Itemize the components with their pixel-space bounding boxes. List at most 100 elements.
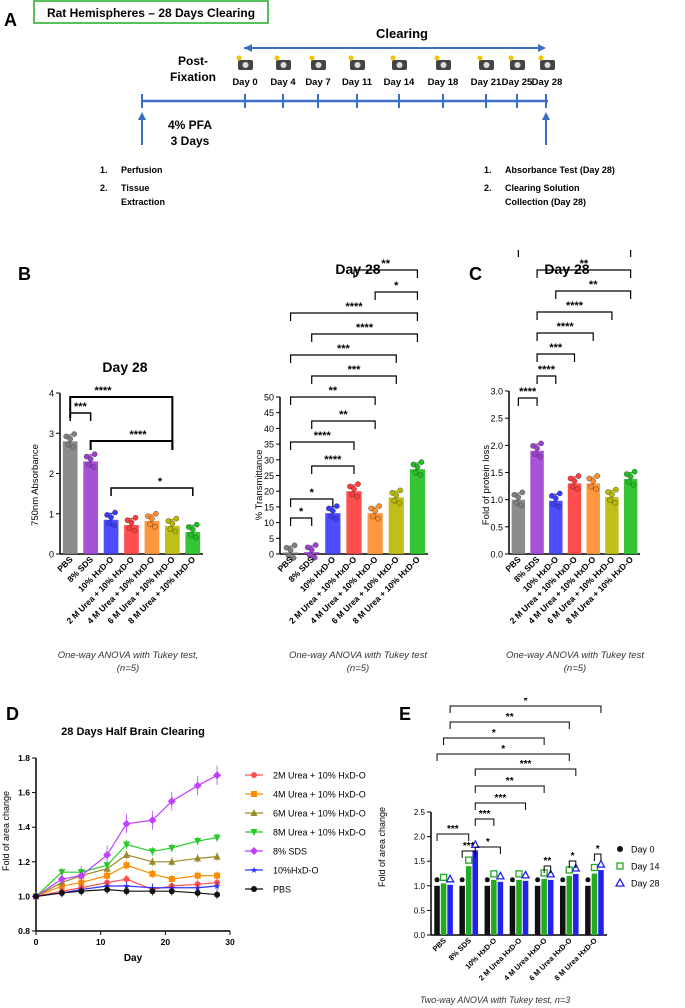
camera-icon xyxy=(309,55,326,70)
data-point xyxy=(535,877,541,883)
x-tick-label: 20 xyxy=(161,937,171,947)
data-point xyxy=(287,547,294,553)
significance-label: * xyxy=(394,280,399,292)
caption-2: (n=5) xyxy=(117,663,139,674)
significance-bracket xyxy=(474,785,545,793)
significance-bracket xyxy=(517,397,538,406)
y-axis-label: % Transmittance xyxy=(254,450,265,521)
bar xyxy=(447,884,453,935)
y-tick-label: 3 xyxy=(49,429,54,439)
bar xyxy=(434,885,440,935)
bar xyxy=(522,880,529,935)
data-point xyxy=(168,888,175,895)
data-point xyxy=(613,486,619,493)
significance-label: *** xyxy=(74,401,88,413)
data-point xyxy=(552,495,559,502)
day-label: Day 4 xyxy=(270,77,296,88)
significance-label: **** xyxy=(538,364,556,376)
significance-label: * xyxy=(158,476,163,488)
significance-label: **** xyxy=(94,385,112,397)
y-tick-label: 1.5 xyxy=(414,857,426,866)
significance-label: **** xyxy=(557,321,575,333)
significance-label: ** xyxy=(339,409,348,421)
data-point xyxy=(596,859,606,868)
bar xyxy=(346,491,362,554)
camera-icon-lens xyxy=(354,62,361,68)
significance-brackets: ************************ xyxy=(517,250,632,406)
bar xyxy=(409,469,426,554)
day-label: Day 21 xyxy=(471,77,502,88)
panel-a-title-box xyxy=(33,0,269,24)
significance-bracket xyxy=(289,354,397,363)
significance-bracket xyxy=(536,311,613,320)
significance-bracket xyxy=(289,312,419,321)
significance-label: ** xyxy=(544,856,552,867)
data-point xyxy=(122,819,131,828)
data-point xyxy=(311,554,318,561)
caption-1: One-way ANOVA with Tukey test xyxy=(506,650,644,661)
data-point xyxy=(104,886,111,893)
data-point xyxy=(214,891,221,898)
significance-bracket xyxy=(555,290,632,299)
axes: 0.8 1.0 1.2 1.4 1.6 1.8 0 10 20 30 xyxy=(18,753,235,947)
significance-label: *** xyxy=(520,759,532,770)
data-point xyxy=(590,478,597,484)
bar xyxy=(62,441,78,554)
data-point xyxy=(194,838,202,846)
bar xyxy=(566,875,573,935)
camera-icon-flash xyxy=(274,55,280,61)
bar xyxy=(605,496,619,554)
data-point xyxy=(550,501,557,507)
data-point xyxy=(351,486,357,492)
data-point xyxy=(312,542,319,548)
data-point xyxy=(58,889,65,896)
data-point xyxy=(495,870,505,880)
data-point xyxy=(213,834,221,842)
y-tick-label: 20 xyxy=(264,487,274,497)
camera-icon-lens xyxy=(440,62,447,68)
bar xyxy=(559,885,566,935)
data-point xyxy=(355,481,361,487)
significance-bracket xyxy=(443,737,545,745)
caption-1: One-way ANOVA with Tukey test xyxy=(289,650,427,661)
camera-icon-lens xyxy=(280,62,287,68)
data-point xyxy=(77,871,86,880)
data-point xyxy=(556,490,563,497)
panel-b-letter: B xyxy=(18,264,31,284)
data-point xyxy=(585,877,591,883)
data-point xyxy=(67,436,74,442)
data-point xyxy=(414,464,421,470)
camera-icon-lens xyxy=(544,62,551,68)
x-tick-label: PBS xyxy=(431,936,448,953)
camera-icon-flash xyxy=(477,55,483,61)
bar xyxy=(497,881,504,935)
bar xyxy=(491,879,497,935)
significance-bracket xyxy=(474,768,577,776)
x-axis-label: Day xyxy=(124,953,143,964)
data-point xyxy=(131,527,138,534)
data-point xyxy=(148,816,157,825)
camera-icon xyxy=(390,55,407,70)
significance-bracket xyxy=(449,705,602,713)
significance-label: * xyxy=(492,728,496,739)
data-point xyxy=(396,500,403,506)
data-point xyxy=(372,508,378,514)
significance-label: * xyxy=(486,837,490,848)
bar xyxy=(440,883,447,935)
significance-bracket xyxy=(353,269,419,278)
right-step-num-2: 2. xyxy=(484,183,492,193)
data-point xyxy=(308,546,315,553)
y-tick-label: 2.5 xyxy=(490,414,503,424)
bar xyxy=(586,483,600,554)
series-lines: ★★★★★★★★★ xyxy=(32,765,221,901)
significance-bracket xyxy=(289,498,334,507)
data-point xyxy=(103,862,111,870)
bar xyxy=(541,878,547,935)
significance-label: ** xyxy=(329,385,338,397)
y-tick-label: 0 xyxy=(49,550,54,560)
legend-label: Day 0 xyxy=(631,845,655,855)
data-point xyxy=(391,497,398,504)
significance-bracket xyxy=(69,396,174,450)
